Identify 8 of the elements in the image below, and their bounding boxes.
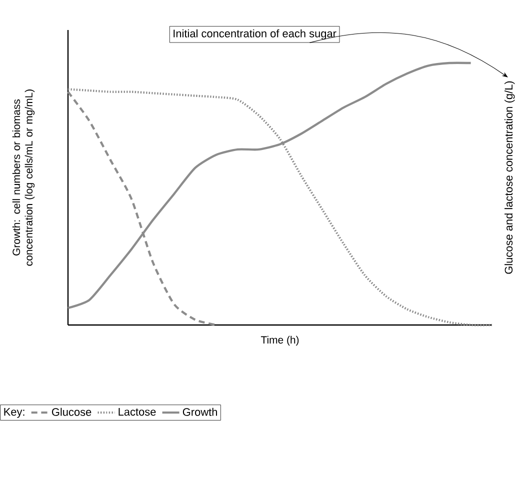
- y2-axis-title: Glucose and lactose concentration (g/L): [504, 81, 515, 274]
- y-axis-title: Growth: cell numbers or biomass concentration (log cells/mL or mg/mL): [12, 90, 35, 266]
- text: Initial concentration of each sugar: [174, 29, 336, 40]
- legend-label: Glucose: [52, 408, 92, 416]
- legend-label: Lactose: [118, 408, 156, 416]
- x-axis-title: Time (h): [260, 336, 299, 346]
- legend-title: Key:: [4, 408, 24, 418]
- legend-label: Growth: [182, 408, 217, 416]
